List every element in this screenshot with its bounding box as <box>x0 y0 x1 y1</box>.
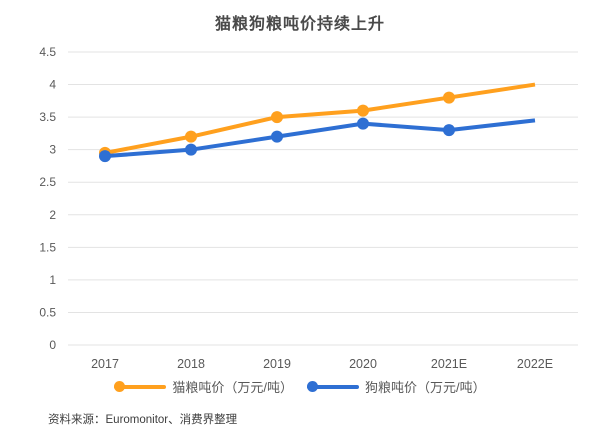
source-note: 资料来源：Euromonitor、消费界整理 <box>48 414 238 426</box>
legend-label-cat-food: 猫粮吨价（万元/吨） <box>172 380 293 395</box>
svg-text:2022E: 2022E <box>517 357 553 371</box>
svg-text:4.5: 4.5 <box>39 45 56 59</box>
svg-text:1.5: 1.5 <box>39 240 56 254</box>
svg-text:2021E: 2021E <box>431 357 467 371</box>
chart-title: 猫粮狗粮吨价持续上升 <box>214 16 385 33</box>
svg-text:2017: 2017 <box>91 357 119 371</box>
svg-text:2: 2 <box>49 208 56 222</box>
legend-item-dog-food: 狗粮吨价（万元/吨） <box>307 377 486 396</box>
svg-text:0: 0 <box>49 338 56 352</box>
legend-item-cat-food: 猫粮吨价（万元/吨） <box>114 377 293 396</box>
line-chart-plot-area: 0 0.5 1 1.5 2 2.5 3 3.5 4 4.5 2017 2018 2019 2020 2021… <box>39 45 578 371</box>
svg-text:1: 1 <box>49 273 56 287</box>
svg-text:3.5: 3.5 <box>39 110 56 124</box>
dog-food-series-marker-icon <box>307 381 359 392</box>
svg-text:2019: 2019 <box>263 357 291 371</box>
cat-food-series-marker-icon <box>114 381 167 392</box>
svg-text:4: 4 <box>49 78 56 92</box>
legend: 猫粮吨价（万元/吨） 狗粮吨价（万元/吨） <box>0 377 600 396</box>
legend-label-dog-food: 狗粮吨价（万元/吨） <box>365 380 486 395</box>
svg-text:2.5: 2.5 <box>39 175 56 189</box>
svg-text:2020: 2020 <box>349 357 377 371</box>
svg-text:2018: 2018 <box>177 357 205 371</box>
svg-text:0.5: 0.5 <box>39 305 56 319</box>
svg-text:3: 3 <box>49 143 56 157</box>
